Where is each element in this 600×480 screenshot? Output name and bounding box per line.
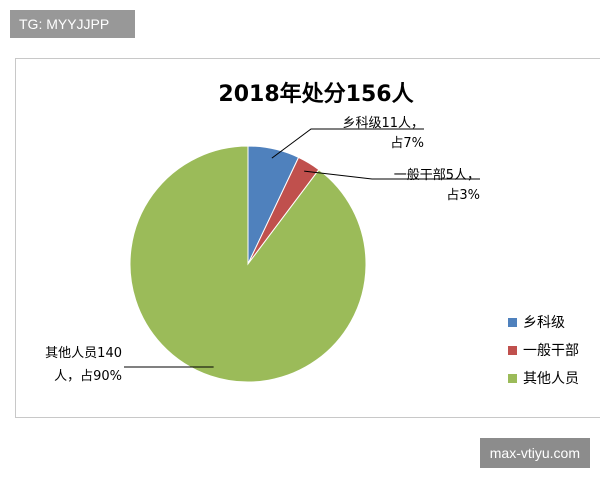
leader-line-1	[271, 128, 424, 159]
watermark: max-vtiyu.com	[479, 438, 590, 468]
data-label-2-line-1: 一般干部5人，	[394, 167, 480, 183]
data-label-2-line-2: 占3%	[446, 188, 480, 203]
data-label-1-line-1: 乡科级11人，	[342, 116, 424, 131]
pie-slices	[129, 145, 367, 383]
data-label-1-line-2: 占7%	[390, 136, 424, 151]
legend-swatch-2	[508, 346, 517, 355]
leader-line-2	[304, 170, 480, 180]
chart-title: 2018年处分156人	[218, 81, 413, 107]
pie-slice-3	[129, 145, 367, 383]
legend-swatch-3	[508, 374, 517, 383]
data-label-3-line-2: 人，占90%	[54, 369, 122, 384]
label-leaders	[123, 128, 480, 368]
data-labels: 乡科级11人， 占7% 一般干部5人， 占3% 其他人员140 人，占90%	[45, 116, 480, 384]
pie-chart: 2018年处分156人 乡科级11人， 占7% 一般干部5人， 占3% 其他人员140 人…	[45, 81, 579, 387]
chart-frame: 2018年处分156人 乡科级11人， 占7% 一般干部5人， 占3% 其他人员140 人…	[15, 58, 600, 418]
data-label-3-line-1: 其他人员140	[45, 346, 122, 361]
legend-label-1: 乡科级	[523, 315, 565, 331]
source-tag: TG: MYYJJPP	[10, 10, 135, 38]
legend-label-3: 其他人员	[523, 371, 579, 387]
legend-swatch-1	[508, 318, 517, 327]
legend-label-2: 一般干部	[523, 343, 579, 359]
